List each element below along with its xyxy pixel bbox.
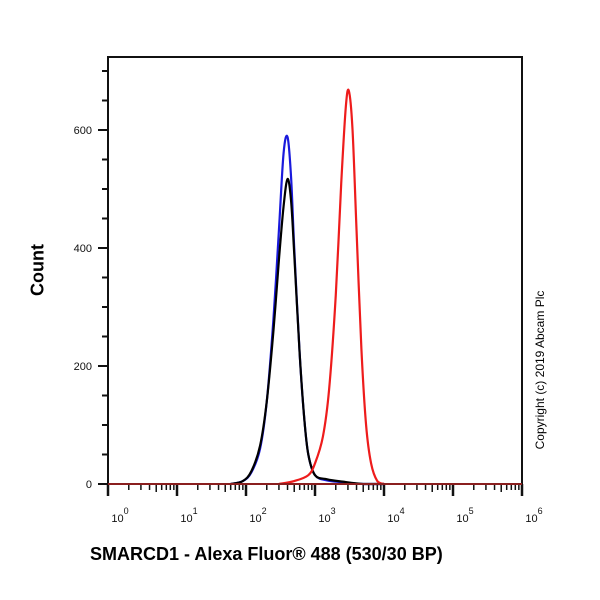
x-tick-label: 101 xyxy=(180,506,197,525)
x-axis-ticks: 100 101 102 103 104 105 106 xyxy=(106,484,543,525)
histogram-series-1 xyxy=(230,177,384,486)
y-axis-label: Count xyxy=(27,244,48,296)
y-tick-label: 400 xyxy=(74,243,92,255)
x-tick-label: 106 xyxy=(525,506,542,525)
x-tick-label: 104 xyxy=(387,506,404,525)
x-tick-label: 100 xyxy=(111,506,128,525)
x-tick-label: 103 xyxy=(318,506,335,525)
x-tick-label: 105 xyxy=(456,506,473,525)
y-tick-label: 200 xyxy=(74,361,92,373)
histogram-series-2 xyxy=(278,88,385,486)
x-axis-label: SMARCD1 - Alexa Fluor® 488 (530/30 BP) xyxy=(90,544,443,564)
x-tick-label: 102 xyxy=(249,506,266,525)
y-tick-label: 600 xyxy=(74,125,92,137)
histogram-curves xyxy=(230,88,385,486)
plot-frame xyxy=(107,56,523,485)
y-tick-label: 0 xyxy=(86,479,92,491)
copyright-notice: Copyright (c) 2019 Abcam Plc xyxy=(533,290,547,450)
y-axis-ticks: 0 200 400 600 xyxy=(74,70,108,491)
